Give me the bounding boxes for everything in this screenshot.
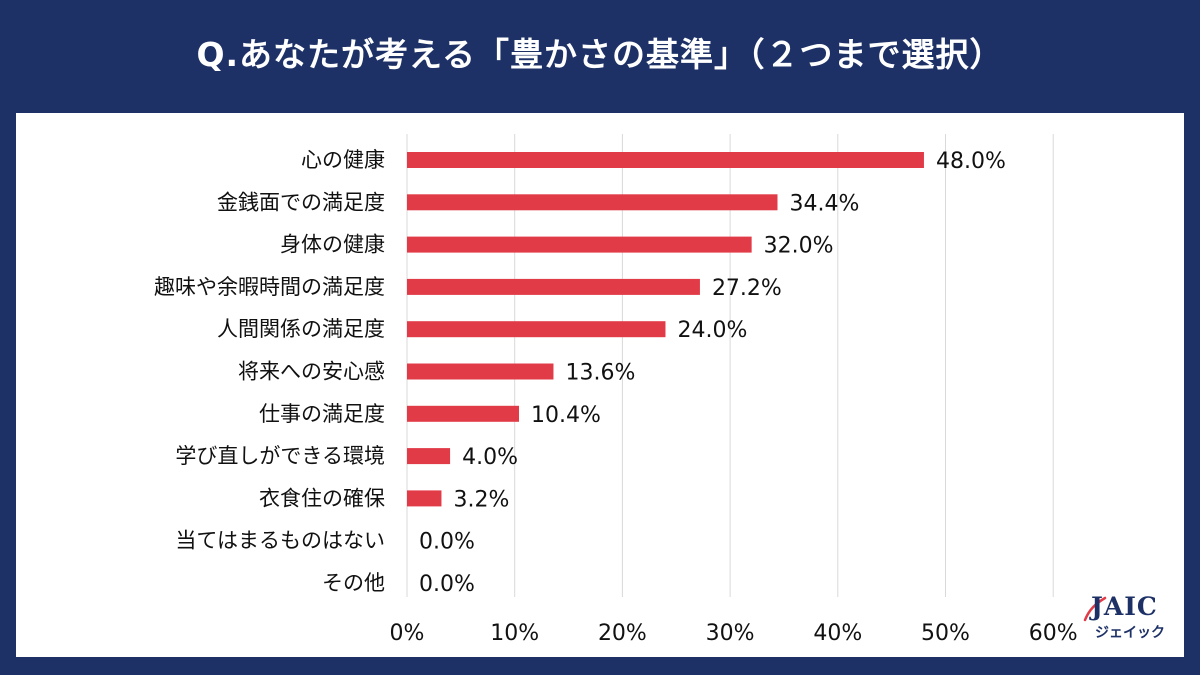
x-axis-tick-labels: 0% 10% 20% 30% 40% 50% 60% [390,621,1078,646]
category-label: 人間関係の満足度 [217,317,385,341]
gridlines [406,134,1054,597]
x-tick-label: 60% [1029,621,1078,646]
data-label: 34.4% [789,191,859,216]
data-label: 4.0% [462,445,518,470]
category-label: 衣食住の確保 [259,486,385,510]
x-tick-label: 30% [706,621,755,646]
category-label: 金銭面での満足度 [217,190,385,214]
bar [407,236,752,253]
data-label: 10.4% [531,403,601,428]
category-label: 心の健康 [301,148,385,172]
category-labels: 心の健康金銭面での満足度身体の健康趣味や余暇時間の満足度人間関係の満足度将来への… [154,148,385,595]
bar [407,152,924,168]
bar [407,194,778,211]
bar [407,448,451,465]
logo-text: JAIC [1091,592,1158,621]
category-label: 学び直しができる環境 [175,444,385,468]
bar [407,321,666,338]
category-label: 仕事の満足度 [259,402,385,426]
category-label: 将来への安心感 [238,360,385,384]
data-label: 3.2% [453,487,509,512]
category-label: 身体の健康 [280,233,385,257]
x-tick-label: 0% [390,621,425,646]
x-tick-label: 10% [490,621,539,646]
logo-swoosh-icon [1083,596,1107,622]
x-tick-label: 40% [813,621,862,646]
jaic-logo: JAIC ジェイック [1083,592,1173,648]
data-label: 0.0% [419,530,475,555]
data-label: 32.0% [764,234,834,259]
category-label: 趣味や余暇時間の満足度 [154,275,385,299]
data-label: 13.6% [565,361,635,386]
bar [407,405,520,422]
x-tick-label: 50% [921,621,970,646]
data-label: 0.0% [419,572,475,597]
category-label: 当てはまるものはない [175,529,385,553]
data-label: 27.2% [712,276,782,301]
bars [407,152,924,507]
bar [407,278,700,295]
logo-subtext: ジェイック [1095,625,1165,641]
bar [407,490,442,507]
bar [407,363,554,380]
data-label: 48.0% [936,149,1006,174]
x-tick-label: 20% [598,621,647,646]
chart-title: Q.あなたが考える「豊かさの基準」（２つまで選択） [196,35,1004,74]
data-label: 24.0% [677,318,747,343]
value-labels: 48.0% 34.4% 32.0% 27.2% 24.0% 13.6% 10.4% 4.0% 3… [419,149,1006,597]
category-label: その他 [322,571,385,595]
